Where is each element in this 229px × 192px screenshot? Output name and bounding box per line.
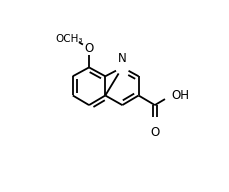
Text: N: N [117,52,126,65]
Text: OH: OH [171,89,189,102]
Text: O: O [150,126,159,139]
Text: OCH₃: OCH₃ [55,34,82,44]
Text: O: O [84,42,93,55]
